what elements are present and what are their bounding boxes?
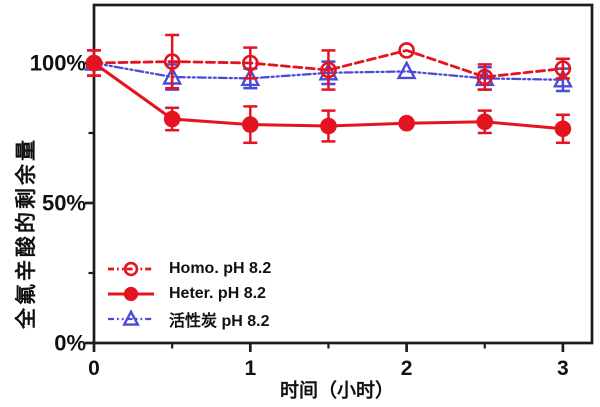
data-point <box>398 114 415 132</box>
x-tick-label: 1 <box>244 357 256 380</box>
data-point <box>396 60 417 80</box>
data-point <box>123 261 139 276</box>
data-point <box>554 120 572 138</box>
legend-marker-homo <box>108 261 154 276</box>
data-point <box>163 110 181 128</box>
data-point <box>476 113 494 131</box>
series-line <box>92 48 565 79</box>
data-point <box>398 42 415 59</box>
data-point <box>242 54 259 72</box>
legend-marker-activated-carbon <box>108 308 154 326</box>
data-point <box>320 61 337 79</box>
y-tick-label: 100% <box>30 51 86 76</box>
data-point <box>122 308 140 326</box>
legend-item-heter: Heter. pH 8.2 <box>106 281 271 306</box>
y-tick-label: 50% <box>42 191 86 216</box>
x-tick-label: 0 <box>88 357 100 380</box>
y-axis-title: 全氟辛酸的剩余量 <box>15 137 38 329</box>
plot-border <box>92 3 594 345</box>
data-point <box>476 68 494 86</box>
x-axis-title: 时间（小时） <box>279 380 395 402</box>
data-point <box>242 116 259 133</box>
legend: Homo. pH 8.2 Heter. pH 8.2 活性炭 pH 8.2 <box>106 256 271 331</box>
data-point <box>320 117 337 135</box>
x-tick-label: 3 <box>557 357 569 380</box>
data-point <box>554 60 572 77</box>
legend-label-homo: Homo. pH 8.2 <box>169 259 272 277</box>
legend-item-activated-carbon: 活性炭 pH 8.2 <box>106 306 271 331</box>
series-heter <box>85 49 572 145</box>
data-point <box>163 53 181 70</box>
legend-label-activated-carbon: 活性炭 pH 8.2 <box>169 312 270 330</box>
legend-marker-heter <box>108 286 154 301</box>
legend-item-homo: Homo. pH 8.2 <box>106 256 271 281</box>
data-point <box>85 54 103 72</box>
x-tick-label: 2 <box>401 357 413 380</box>
legend-label-heter: Heter. pH 8.2 <box>169 284 266 302</box>
data-point <box>123 286 139 301</box>
y-tick-label: 0% <box>54 331 86 356</box>
series-homo <box>85 33 572 91</box>
